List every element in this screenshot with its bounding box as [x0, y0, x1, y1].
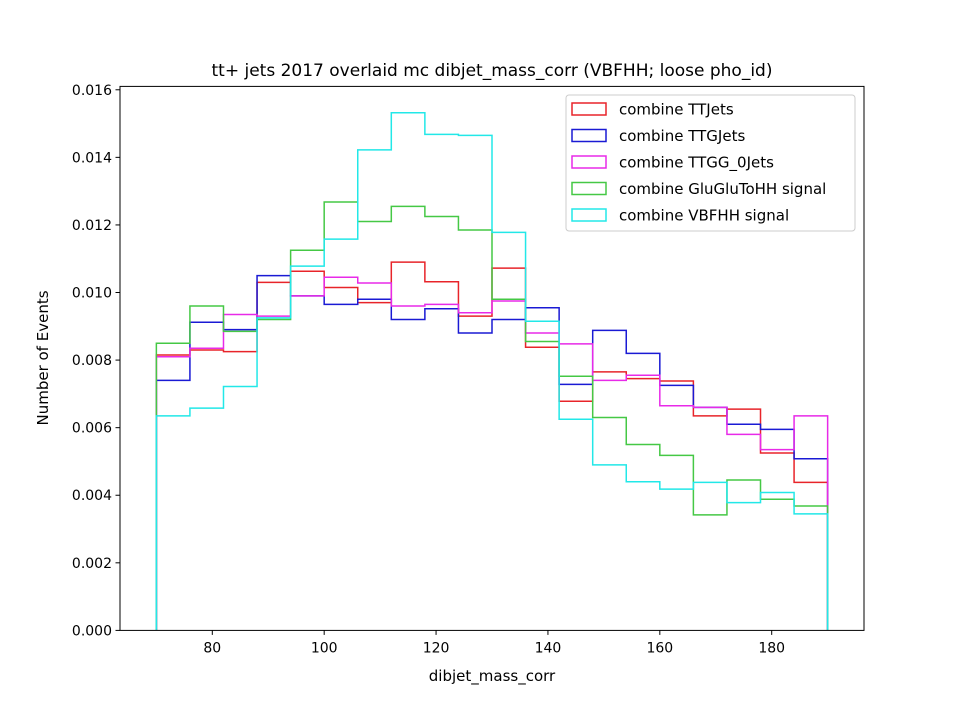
series-layer — [155, 112, 829, 631]
x-tick-label: 160 — [646, 640, 673, 656]
y-tick-label: 0.010 — [72, 286, 112, 302]
series-line-combine-vbfhh-signal — [155, 112, 829, 631]
x-tick-label: 120 — [423, 640, 450, 656]
chart-title: tt+ jets 2017 overlaid mc dibjet_mass_co… — [212, 61, 773, 81]
legend-swatch-combine-ttgjets — [571, 128, 607, 143]
y-tick-label: 0.004 — [72, 488, 112, 504]
series-line-combine-ttgg-0jets — [155, 276, 829, 631]
y-tick-label: 0.012 — [72, 218, 112, 234]
y-tick-label: 0.006 — [72, 421, 112, 437]
x-tick-label: 180 — [758, 640, 785, 656]
legend-swatch-combine-vbfhh-signal — [571, 208, 607, 222]
y-axis: 0.000 0.002 0.004 0.006 0.008 0.010 0.012 0.014… — [72, 83, 120, 639]
legend-label-combine-gluglutohh-signal: combine GluGluToHH signal — [619, 180, 826, 198]
y-tick-label: 0.008 — [72, 353, 112, 369]
legend-label-combine-ttgjets: combine TTGJets — [619, 127, 745, 145]
y-tick-label: 0.016 — [72, 83, 112, 99]
legend-swatch-combine-ttjets — [571, 102, 607, 116]
y-tick-label: 0.014 — [72, 150, 112, 166]
legend-swatch-combine-gluglutohh-signal — [571, 181, 607, 196]
legend-items: combine TTJets combine TTGJets combine TTG… — [571, 101, 826, 225]
y-axis-title: Number of Events — [34, 290, 52, 425]
plot-frame — [119, 85, 865, 631]
legend-swatch-combine-ttgg-0jets — [571, 155, 607, 169]
legend-label-combine-ttjets: combine TTJets — [619, 101, 734, 119]
x-tick-label: 140 — [535, 640, 562, 656]
legend-label-combine-ttgg-0jets: combine TTGG_0Jets — [619, 154, 774, 173]
y-tick-label: 0.000 — [72, 623, 112, 639]
x-tick-label: 100 — [311, 640, 338, 656]
legend: combine TTJets combine TTGJets combine TTG… — [565, 94, 856, 232]
x-axis: 80 100 120 140 160 180 — [203, 630, 785, 656]
x-tick-label: 80 — [203, 640, 221, 656]
y-tick-label: 0.002 — [72, 556, 112, 572]
x-axis-title: dibjet_mass_corr — [429, 667, 556, 686]
legend-box — [565, 94, 856, 232]
legend-label-combine-vbfhh-signal: combine VBFHH signal — [619, 207, 789, 225]
